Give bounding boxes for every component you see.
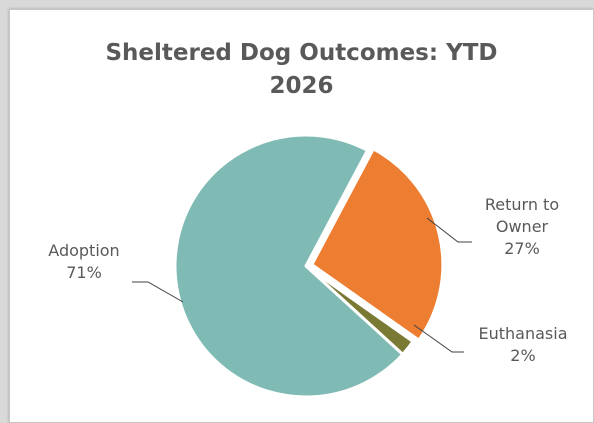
data-labels: Return to Owner 27% Euthanasia 2% Adoption 71%: [48, 195, 567, 365]
leader-line-euthanasia: [413, 324, 464, 353]
leader-line-return-to-owner: [426, 217, 472, 243]
chart-title-line-1: Sheltered Dog Outcomes: YTD: [105, 40, 498, 66]
pie-slice-adoption: [173, 133, 405, 399]
pie-slices: [173, 133, 445, 399]
leader-lines: [132, 217, 472, 353]
chart-title-line-2: 2026: [269, 73, 334, 99]
pie-slice-return-to-owner: [310, 147, 445, 342]
leader-line-adoption: [132, 281, 184, 303]
chart-title: Sheltered Dog Outcomes: YTD 2026: [10, 37, 593, 103]
data-label-euthanasia: Euthanasia 2%: [479, 324, 568, 365]
data-label-return-to-owner: Return to Owner 27%: [485, 195, 559, 258]
data-label-adoption: Adoption 71%: [48, 241, 119, 282]
